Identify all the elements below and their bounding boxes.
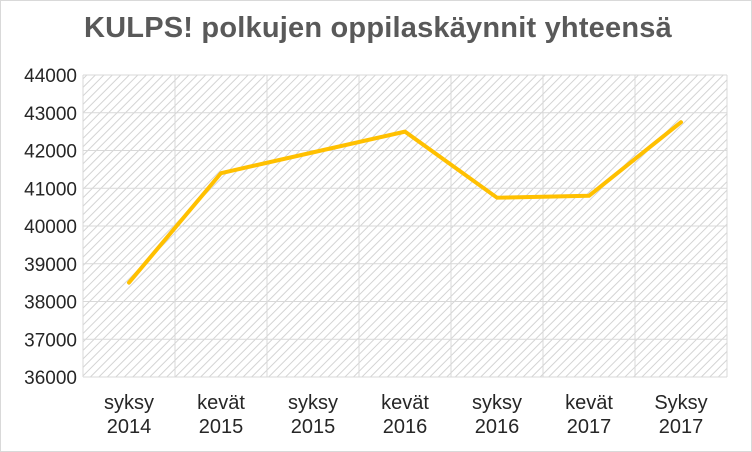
x-tick-label: syksy 2015 (288, 392, 338, 438)
x-tick-label-line: 2015 (291, 416, 336, 438)
y-tick-label: 44000 (24, 66, 77, 87)
x-tick-label: syksy 2014 (104, 392, 154, 438)
series-layer (127, 120, 683, 285)
x-tick-label-line: syksy (104, 392, 154, 414)
x-tick-label-line: Syksy (654, 392, 707, 414)
y-tick-label: 41000 (24, 179, 77, 200)
x-tick-label-line: syksy (288, 392, 338, 414)
y-tick-label: 36000 (24, 368, 77, 389)
chart-title: KULPS! polkujen oppilaskäynnit yhteensä (84, 12, 672, 44)
y-tick-label: 43000 (24, 104, 77, 125)
x-tick-label-line: 2016 (475, 416, 520, 438)
y-tick-label: 42000 (24, 142, 77, 163)
y-axis-ticks: 36000 37000 38000 39000 40000 41000 42000 43000… (24, 66, 77, 389)
x-tick-label-line: 2016 (383, 416, 428, 438)
x-tick-label: kevät 2015 (197, 392, 245, 438)
x-tick-label-line: 2017 (567, 416, 612, 438)
series-line (127, 120, 683, 285)
x-tick-label-line: 2015 (199, 416, 244, 438)
x-tick-label-line: 2014 (107, 416, 152, 438)
x-tick-label-line: 2017 (659, 416, 704, 438)
y-tick-label: 40000 (24, 217, 77, 238)
y-tick-label: 39000 (24, 255, 77, 276)
y-tick-label: 37000 (24, 330, 77, 351)
x-tick-label: kevät 2016 (381, 392, 429, 438)
y-tick-label: 38000 (24, 293, 77, 314)
x-tick-label: syksy 2016 (472, 392, 522, 438)
x-tick-label: kevät 2017 (565, 392, 613, 438)
x-tick-label: Syksy 2017 (654, 392, 707, 438)
x-tick-label-line: syksy (472, 392, 522, 414)
x-tick-label-line: kevät (197, 392, 245, 414)
gridlines (82, 74, 728, 378)
x-tick-label-line: kevät (565, 392, 613, 414)
x-tick-label-line: kevät (381, 392, 429, 414)
